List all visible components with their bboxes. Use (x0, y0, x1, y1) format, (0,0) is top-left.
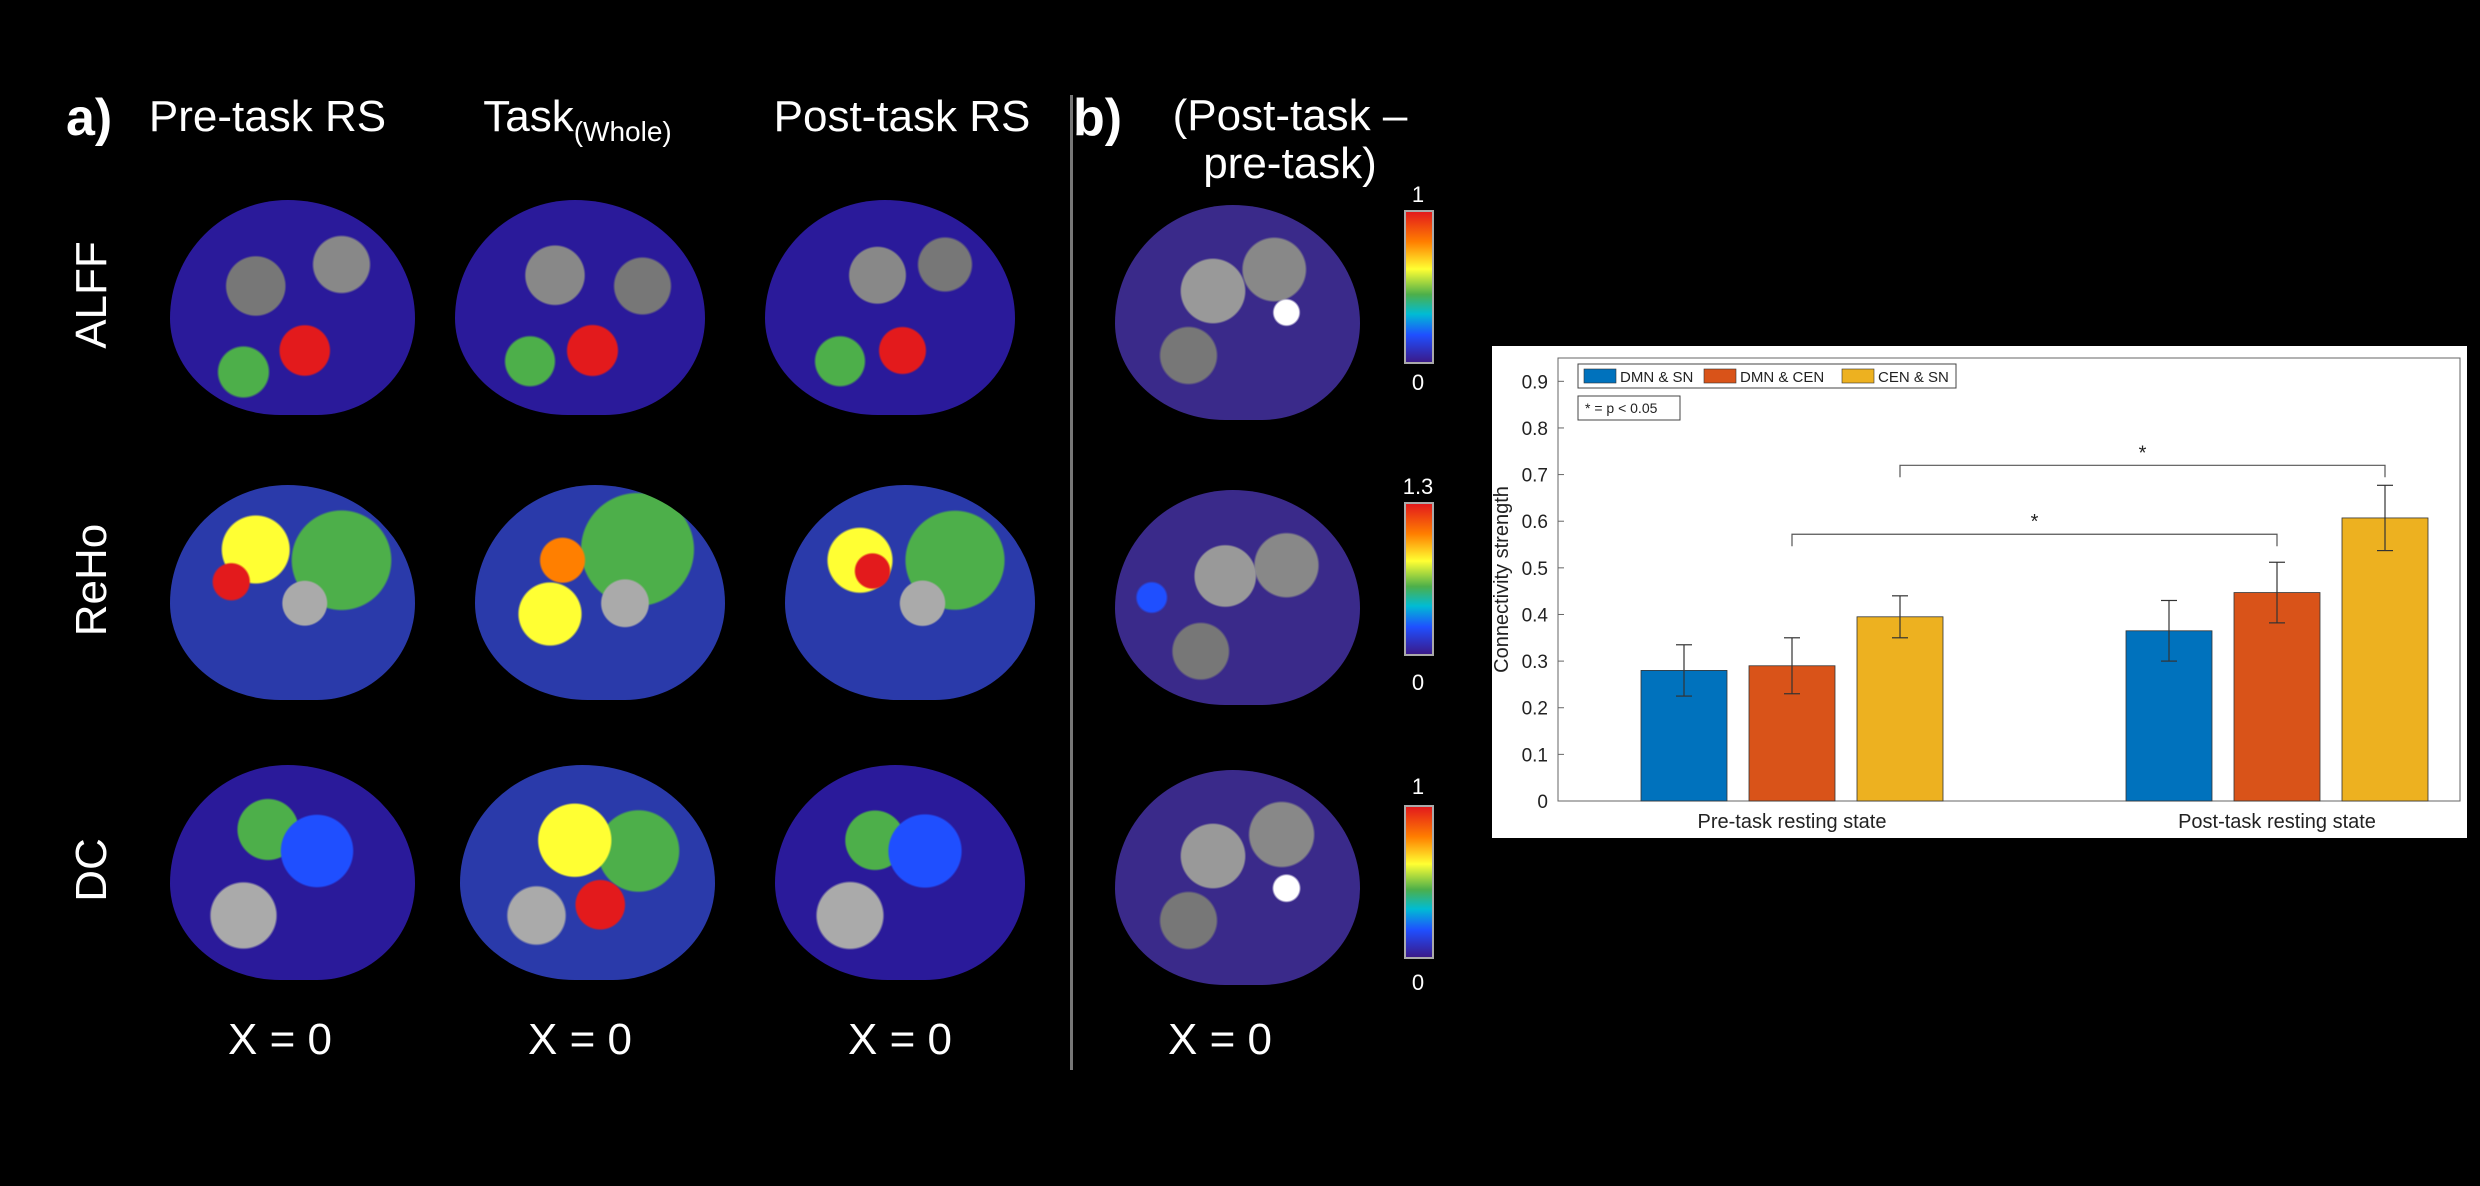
legend-label: DMN & SN (1620, 369, 1693, 386)
y-axis-label: Connectivity strength (1492, 486, 1513, 673)
colorbar-3 (1404, 805, 1434, 959)
column-title-pre-task: Pre-task RS (148, 92, 387, 141)
brain-reho-pre (170, 485, 415, 700)
column-title-task: Task(Whole) (483, 92, 672, 147)
x-category-label: Pre-task resting state (1698, 811, 1887, 833)
significance-star: * (2031, 511, 2039, 533)
brain-diff-alff (1115, 205, 1360, 420)
legend-swatch (1841, 368, 1875, 384)
x-category-label: Post-task resting state (2178, 811, 2376, 833)
brain-diff-dc (1115, 770, 1360, 985)
y-tick-label: 0.6 (1522, 512, 1548, 533)
colorbar-2 (1404, 502, 1434, 656)
y-tick-label: 0.3 (1522, 652, 1548, 673)
y-tick-label: 0.2 (1522, 699, 1548, 720)
panel-b-letter: b) (1073, 89, 1123, 147)
brain-alff-task (455, 200, 705, 415)
panel-divider (1070, 95, 1073, 1070)
significance-note: * = p < 0.05 (1585, 400, 1658, 416)
chart-svg: 0 0.1 0.2 0.3 0.4 0.5 0.6 0.7 0.8 0.9 Connectivity… (1491, 357, 2461, 833)
significance-bracket (1791, 533, 2278, 547)
legend-swatch (1703, 368, 1737, 384)
row-label-alff: ALFF (67, 241, 116, 349)
legend-box (1577, 363, 1957, 389)
y-tick-label: 0.4 (1522, 605, 1549, 626)
colorbar-3-min: 0 (1411, 970, 1425, 995)
legend-label: CEN & SN (1878, 369, 1949, 386)
brain-reho-post (785, 485, 1035, 700)
y-tick-label: 0.9 (1522, 372, 1548, 393)
x-label-diff: X = 0 (1168, 1015, 1272, 1064)
x-label-task: X = 0 (528, 1015, 632, 1064)
connectivity-bar-chart: 0 0.1 0.2 0.3 0.4 0.5 0.6 0.7 0.8 0.9 Connectivity… (1491, 346, 2467, 838)
note-box (1577, 395, 1681, 421)
bar (1856, 616, 1944, 802)
colorbar-3-max: 1 (1411, 774, 1425, 799)
legend-label: DMN & CEN (1740, 369, 1824, 386)
brain-dc-pre (170, 765, 415, 980)
panel-b-title: (Post-task – pre-task) (1172, 91, 1408, 188)
y-tick-label: 0 (1537, 792, 1548, 813)
legend-swatch (1583, 368, 1617, 384)
bar (1748, 665, 1836, 802)
x-label-pre: X = 0 (228, 1015, 332, 1064)
colorbar-1 (1404, 210, 1434, 364)
plot-area (1557, 357, 2461, 802)
bar (2233, 592, 2321, 802)
bar (2341, 517, 2429, 802)
x-label-post: X = 0 (848, 1015, 952, 1064)
y-tick-label: 0.1 (1522, 745, 1548, 766)
brain-diff-reho (1115, 490, 1360, 705)
colorbar-1-min: 0 (1411, 370, 1425, 395)
column-title-post-task: Post-task RS (773, 92, 1031, 141)
brain-alff-post (765, 200, 1015, 415)
brain-reho-task (475, 485, 725, 700)
significance-star: * (2139, 442, 2147, 464)
brain-dc-post (775, 765, 1025, 980)
brain-alff-pre (170, 200, 415, 415)
colorbar-2-max: 1.3 (1402, 474, 1434, 499)
y-tick-label: 0.8 (1522, 419, 1548, 440)
significance-bracket (1899, 464, 2386, 478)
row-label-dc: DC (67, 838, 116, 902)
colorbar-2-min: 0 (1411, 670, 1425, 695)
row-label-reho: ReHo (67, 523, 116, 637)
panel-a-letter: a) (66, 89, 113, 147)
y-tick-label: 0.5 (1522, 559, 1548, 580)
colorbar-1-max: 1 (1411, 182, 1425, 207)
y-tick-label: 0.7 (1522, 466, 1548, 487)
brain-dc-task (460, 765, 715, 980)
